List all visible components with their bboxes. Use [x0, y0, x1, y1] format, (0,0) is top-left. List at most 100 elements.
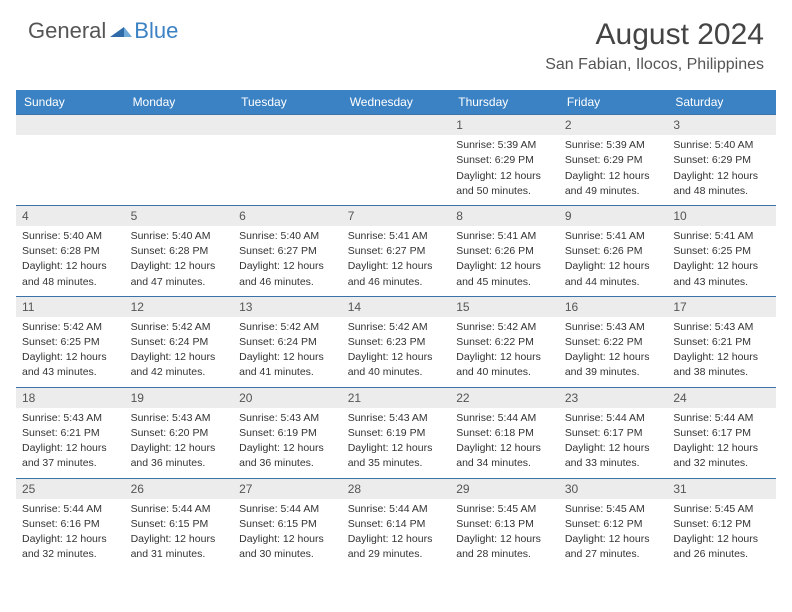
day-d2: and 33 minutes.	[565, 456, 662, 470]
day-number-cell	[125, 115, 234, 136]
day-sr: Sunrise: 5:44 AM	[565, 411, 662, 425]
day-ss: Sunset: 6:21 PM	[673, 335, 770, 349]
day-detail-cell	[16, 135, 125, 205]
day-d1: Daylight: 12 hours	[673, 441, 770, 455]
day-d1: Daylight: 12 hours	[131, 350, 228, 364]
day-detail-cell: Sunrise: 5:44 AMSunset: 6:17 PMDaylight:…	[667, 408, 776, 478]
day-number-cell: 11	[16, 296, 125, 317]
logo-text-general: General	[28, 18, 106, 44]
day-detail-cell: Sunrise: 5:42 AMSunset: 6:23 PMDaylight:…	[342, 317, 451, 387]
day-d2: and 43 minutes.	[22, 365, 119, 379]
day-d2: and 42 minutes.	[131, 365, 228, 379]
day-d1: Daylight: 12 hours	[22, 441, 119, 455]
day-d2: and 48 minutes.	[22, 275, 119, 289]
weekday-header: Monday	[125, 90, 234, 115]
day-detail-cell: Sunrise: 5:43 AMSunset: 6:22 PMDaylight:…	[559, 317, 668, 387]
daynum-row: 45678910	[16, 205, 776, 226]
day-ss: Sunset: 6:24 PM	[131, 335, 228, 349]
detail-row: Sunrise: 5:44 AMSunset: 6:16 PMDaylight:…	[16, 499, 776, 569]
day-d1: Daylight: 12 hours	[673, 169, 770, 183]
day-number-cell: 2	[559, 115, 668, 136]
day-number-cell: 29	[450, 478, 559, 499]
day-d1: Daylight: 12 hours	[673, 350, 770, 364]
day-sr: Sunrise: 5:41 AM	[565, 229, 662, 243]
page-title: August 2024	[545, 18, 764, 52]
day-detail-cell	[125, 135, 234, 205]
day-detail-cell: Sunrise: 5:44 AMSunset: 6:14 PMDaylight:…	[342, 499, 451, 569]
weekday-header: Sunday	[16, 90, 125, 115]
day-sr: Sunrise: 5:44 AM	[131, 502, 228, 516]
day-d2: and 32 minutes.	[673, 456, 770, 470]
day-sr: Sunrise: 5:43 AM	[348, 411, 445, 425]
day-detail-cell: Sunrise: 5:39 AMSunset: 6:29 PMDaylight:…	[559, 135, 668, 205]
day-sr: Sunrise: 5:44 AM	[239, 502, 336, 516]
day-number-cell: 26	[125, 478, 234, 499]
day-d2: and 29 minutes.	[348, 547, 445, 561]
day-number-cell: 12	[125, 296, 234, 317]
day-ss: Sunset: 6:15 PM	[239, 517, 336, 531]
day-number-cell: 19	[125, 387, 234, 408]
day-d2: and 38 minutes.	[673, 365, 770, 379]
logo-text-blue: Blue	[134, 18, 178, 44]
day-d2: and 27 minutes.	[565, 547, 662, 561]
day-d2: and 48 minutes.	[673, 184, 770, 198]
day-detail-cell: Sunrise: 5:45 AMSunset: 6:12 PMDaylight:…	[667, 499, 776, 569]
day-sr: Sunrise: 5:43 AM	[565, 320, 662, 334]
day-number-cell: 21	[342, 387, 451, 408]
day-sr: Sunrise: 5:43 AM	[673, 320, 770, 334]
day-sr: Sunrise: 5:45 AM	[456, 502, 553, 516]
day-detail-cell: Sunrise: 5:43 AMSunset: 6:19 PMDaylight:…	[233, 408, 342, 478]
detail-row: Sunrise: 5:39 AMSunset: 6:29 PMDaylight:…	[16, 135, 776, 205]
day-d2: and 40 minutes.	[456, 365, 553, 379]
day-ss: Sunset: 6:25 PM	[22, 335, 119, 349]
day-detail-cell: Sunrise: 5:44 AMSunset: 6:15 PMDaylight:…	[125, 499, 234, 569]
day-detail-cell: Sunrise: 5:43 AMSunset: 6:21 PMDaylight:…	[667, 317, 776, 387]
day-detail-cell: Sunrise: 5:44 AMSunset: 6:17 PMDaylight:…	[559, 408, 668, 478]
day-d2: and 50 minutes.	[456, 184, 553, 198]
weekday-header: Tuesday	[233, 90, 342, 115]
day-d1: Daylight: 12 hours	[131, 532, 228, 546]
day-detail-cell: Sunrise: 5:43 AMSunset: 6:21 PMDaylight:…	[16, 408, 125, 478]
day-d1: Daylight: 12 hours	[239, 259, 336, 273]
day-ss: Sunset: 6:28 PM	[131, 244, 228, 258]
day-d2: and 46 minutes.	[239, 275, 336, 289]
daynum-row: 11121314151617	[16, 296, 776, 317]
day-number-cell: 4	[16, 205, 125, 226]
day-ss: Sunset: 6:12 PM	[673, 517, 770, 531]
day-sr: Sunrise: 5:44 AM	[22, 502, 119, 516]
day-ss: Sunset: 6:22 PM	[565, 335, 662, 349]
day-d2: and 36 minutes.	[239, 456, 336, 470]
day-detail-cell: Sunrise: 5:45 AMSunset: 6:12 PMDaylight:…	[559, 499, 668, 569]
day-ss: Sunset: 6:18 PM	[456, 426, 553, 440]
day-number-cell: 28	[342, 478, 451, 499]
day-number-cell: 7	[342, 205, 451, 226]
day-detail-cell: Sunrise: 5:45 AMSunset: 6:13 PMDaylight:…	[450, 499, 559, 569]
day-ss: Sunset: 6:26 PM	[456, 244, 553, 258]
day-sr: Sunrise: 5:39 AM	[565, 138, 662, 152]
day-number-cell: 31	[667, 478, 776, 499]
day-d2: and 36 minutes.	[131, 456, 228, 470]
location-subtitle: San Fabian, Ilocos, Philippines	[545, 56, 764, 74]
day-detail-cell: Sunrise: 5:41 AMSunset: 6:25 PMDaylight:…	[667, 226, 776, 296]
day-detail-cell: Sunrise: 5:40 AMSunset: 6:28 PMDaylight:…	[16, 226, 125, 296]
day-d2: and 34 minutes.	[456, 456, 553, 470]
daynum-row: 25262728293031	[16, 478, 776, 499]
weekday-header-row: Sunday Monday Tuesday Wednesday Thursday…	[16, 90, 776, 115]
day-detail-cell: Sunrise: 5:39 AMSunset: 6:29 PMDaylight:…	[450, 135, 559, 205]
day-number-cell: 13	[233, 296, 342, 317]
day-number-cell: 27	[233, 478, 342, 499]
day-ss: Sunset: 6:12 PM	[565, 517, 662, 531]
day-detail-cell: Sunrise: 5:44 AMSunset: 6:15 PMDaylight:…	[233, 499, 342, 569]
day-number-cell: 15	[450, 296, 559, 317]
day-sr: Sunrise: 5:40 AM	[22, 229, 119, 243]
day-ss: Sunset: 6:24 PM	[239, 335, 336, 349]
day-number-cell: 18	[16, 387, 125, 408]
day-detail-cell: Sunrise: 5:41 AMSunset: 6:27 PMDaylight:…	[342, 226, 451, 296]
day-detail-cell: Sunrise: 5:42 AMSunset: 6:24 PMDaylight:…	[125, 317, 234, 387]
day-ss: Sunset: 6:26 PM	[565, 244, 662, 258]
day-ss: Sunset: 6:23 PM	[348, 335, 445, 349]
day-d2: and 43 minutes.	[673, 275, 770, 289]
day-d1: Daylight: 12 hours	[456, 350, 553, 364]
detail-row: Sunrise: 5:42 AMSunset: 6:25 PMDaylight:…	[16, 317, 776, 387]
day-d2: and 49 minutes.	[565, 184, 662, 198]
